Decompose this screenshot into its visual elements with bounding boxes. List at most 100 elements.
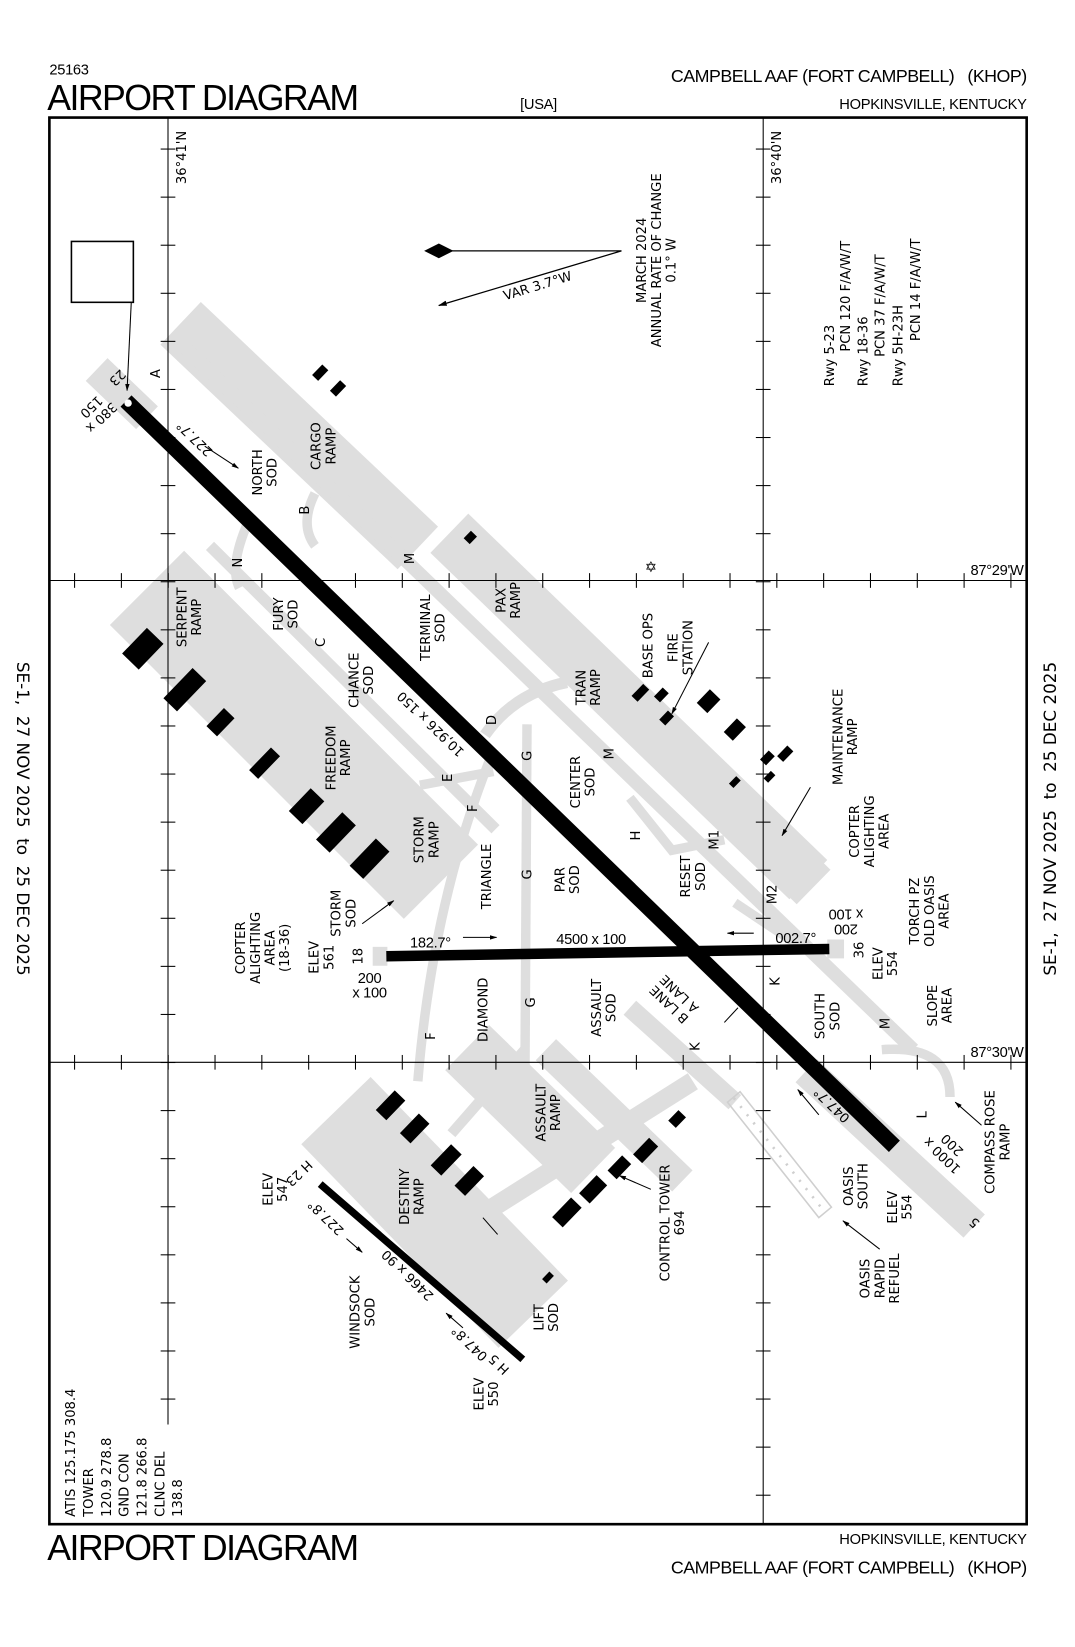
taxiway-m1-line: M1	[708, 830, 723, 850]
elev-561-label: ELEV561	[308, 941, 338, 974]
runway-36-dims-line: 200	[834, 920, 858, 936]
taxiway-m: M	[879, 1018, 894, 1029]
building	[122, 627, 164, 670]
magnetic-variation-notes: MARCH 2024ANNUAL RATE OF CHANGE0.1° W	[635, 173, 679, 347]
lane-area	[623, 1000, 742, 1110]
fire-station-label: FIRESTATION	[667, 620, 697, 675]
storm-sod-label-line: SOD	[344, 899, 359, 928]
building	[653, 687, 669, 703]
elev-550-label-line: ELEV	[472, 1378, 487, 1411]
buildings	[122, 364, 794, 1284]
runway-36-label-line: 36	[852, 942, 867, 959]
windsock-sod-label-line: WINDSOCK	[349, 1275, 364, 1349]
magnetic-north-arrow	[437, 250, 622, 307]
magnetic-variation-notes-line: 0.1° W	[665, 238, 680, 283]
fury-sod-label: FURYSOD	[272, 596, 302, 630]
windsock-sod-label-line: SOD	[363, 1298, 378, 1327]
footer-title: AIRPORT DIAGRAM	[47, 1528, 357, 1568]
taxiway-a-line: A	[149, 369, 164, 378]
heading-047h-arrow	[445, 1312, 464, 1329]
building	[542, 1271, 554, 1284]
taxiway-a: A	[149, 369, 164, 378]
par-sod-label-line: PAR	[553, 867, 568, 892]
building	[249, 747, 281, 779]
frequency-line: TOWER	[82, 1468, 97, 1518]
tran-ramp-label-line: RAMP	[589, 669, 604, 706]
runway-182-heading: 182.7°	[410, 935, 451, 951]
compass-rose-ramp-label: COMPASS ROSERAMP	[984, 1090, 1014, 1194]
compass-rose-arrow	[954, 1101, 982, 1126]
elev-550-label-line: 550	[487, 1382, 502, 1407]
taxiway-m-line: M	[403, 553, 418, 564]
chance-sod-label-line: SOD	[362, 666, 377, 695]
taxiway-m-line: M	[879, 1018, 894, 1029]
heading-227-arrow	[204, 445, 239, 469]
runway-18-dims: 200 x 100	[352, 971, 387, 1002]
triangle-label: TRIANGLE	[480, 844, 495, 911]
frequency-line: 138.8	[171, 1479, 186, 1517]
taxiway-m: M	[403, 553, 418, 564]
slope-area-label-line: SLOPE	[926, 985, 941, 1027]
runway-5-23[interactable]	[120, 395, 900, 1152]
building	[668, 1110, 686, 1128]
chance-sod-label-line: CHANCE	[348, 653, 363, 708]
taxiway-k: K	[689, 1042, 704, 1051]
par-sod-label: PARSOD	[553, 865, 583, 894]
pcn-value: PCN 120 F/A/W/T	[839, 240, 854, 352]
taxiway-b: B	[298, 506, 313, 515]
field-elevation-box	[70, 240, 135, 304]
copter-area-1836-label-line: COPTER	[234, 922, 249, 975]
destiny-ramp-label-line: RAMP	[413, 1178, 428, 1215]
runway-002-heading: 002.7°	[775, 931, 816, 947]
refuel-points	[732, 1097, 827, 1214]
taxiway-m-line: M	[603, 748, 618, 759]
ramp-connector-2	[447, 1046, 529, 1138]
pax-ramp-label: PAXRAMP	[494, 582, 524, 619]
fire-station-label-line: FIRE	[667, 633, 682, 662]
building	[552, 1197, 582, 1228]
runway-5h-23h[interactable]	[317, 1181, 526, 1363]
true-north-diamond-icon	[424, 243, 454, 259]
taxiway-h-line: H	[629, 831, 644, 841]
magnetic-variation-notes-line: MARCH 2024	[635, 218, 650, 303]
elev-554-label: ELEV554	[871, 947, 901, 980]
pcn-value-line: PCN 14 F/A/W/T	[909, 238, 924, 342]
cargo-ramp-label: CARGORAMP	[310, 422, 340, 470]
oasis-south-label: OASISSOUTH	[842, 1163, 872, 1209]
building	[696, 689, 721, 714]
freedom-ramp-label: FREEDOMRAMP	[324, 725, 354, 790]
north-sod-label-line: NORTH	[251, 449, 266, 495]
cargo-ramp-area	[160, 301, 439, 570]
elev-547-label-line: 547	[276, 1177, 291, 1202]
building	[454, 1166, 485, 1196]
south-sod-label-line: SOD	[828, 1002, 843, 1031]
oasis-rapid-refuel-label-line: OASIS	[859, 1259, 874, 1299]
taxiway-f: F	[424, 1032, 439, 1040]
pcn-runway-line: Rwy 5H-23H	[891, 305, 906, 386]
runway-18-dims-line: x 100	[352, 986, 387, 1002]
pcn-runway-line: Rwy 5-23	[823, 325, 838, 387]
taxiway-g-line: G	[521, 869, 536, 879]
taxiway-d-line: D	[485, 715, 500, 725]
freedom-ramp-label-line: RAMP	[339, 739, 354, 776]
terminal-sod-label-line: SOD	[434, 613, 449, 642]
country: [USA]	[520, 97, 557, 113]
copter-area-east-label-line: COPTER	[848, 805, 863, 858]
taxiway-g: G	[524, 997, 539, 1007]
fire-station-arrow	[671, 642, 710, 715]
frequency-line: ATIS 125.175 308.4	[64, 1389, 79, 1517]
torch-pz-label-line: AREA	[937, 893, 952, 928]
pcn-value-line: PCN 120 F/A/W/T	[839, 240, 854, 352]
taxiway-n	[230, 520, 253, 590]
taxiway-k-line: K	[768, 977, 783, 986]
maintenance-ramp-label-line: RAMP	[846, 718, 861, 755]
pcn-runway: Rwy 18-36	[857, 316, 872, 386]
pcn-value-line: PCN 37 F/A/W/T	[873, 253, 888, 357]
taxiway-m1: M1	[708, 830, 723, 850]
taxiway-f-line: F	[424, 1032, 439, 1040]
pavement-areas	[85, 301, 985, 1348]
runway-18-36[interactable]	[386, 943, 830, 962]
building	[312, 364, 329, 381]
cargo-ramp-label-line: RAMP	[324, 428, 339, 465]
assault-ramp-band	[535, 1039, 693, 1192]
